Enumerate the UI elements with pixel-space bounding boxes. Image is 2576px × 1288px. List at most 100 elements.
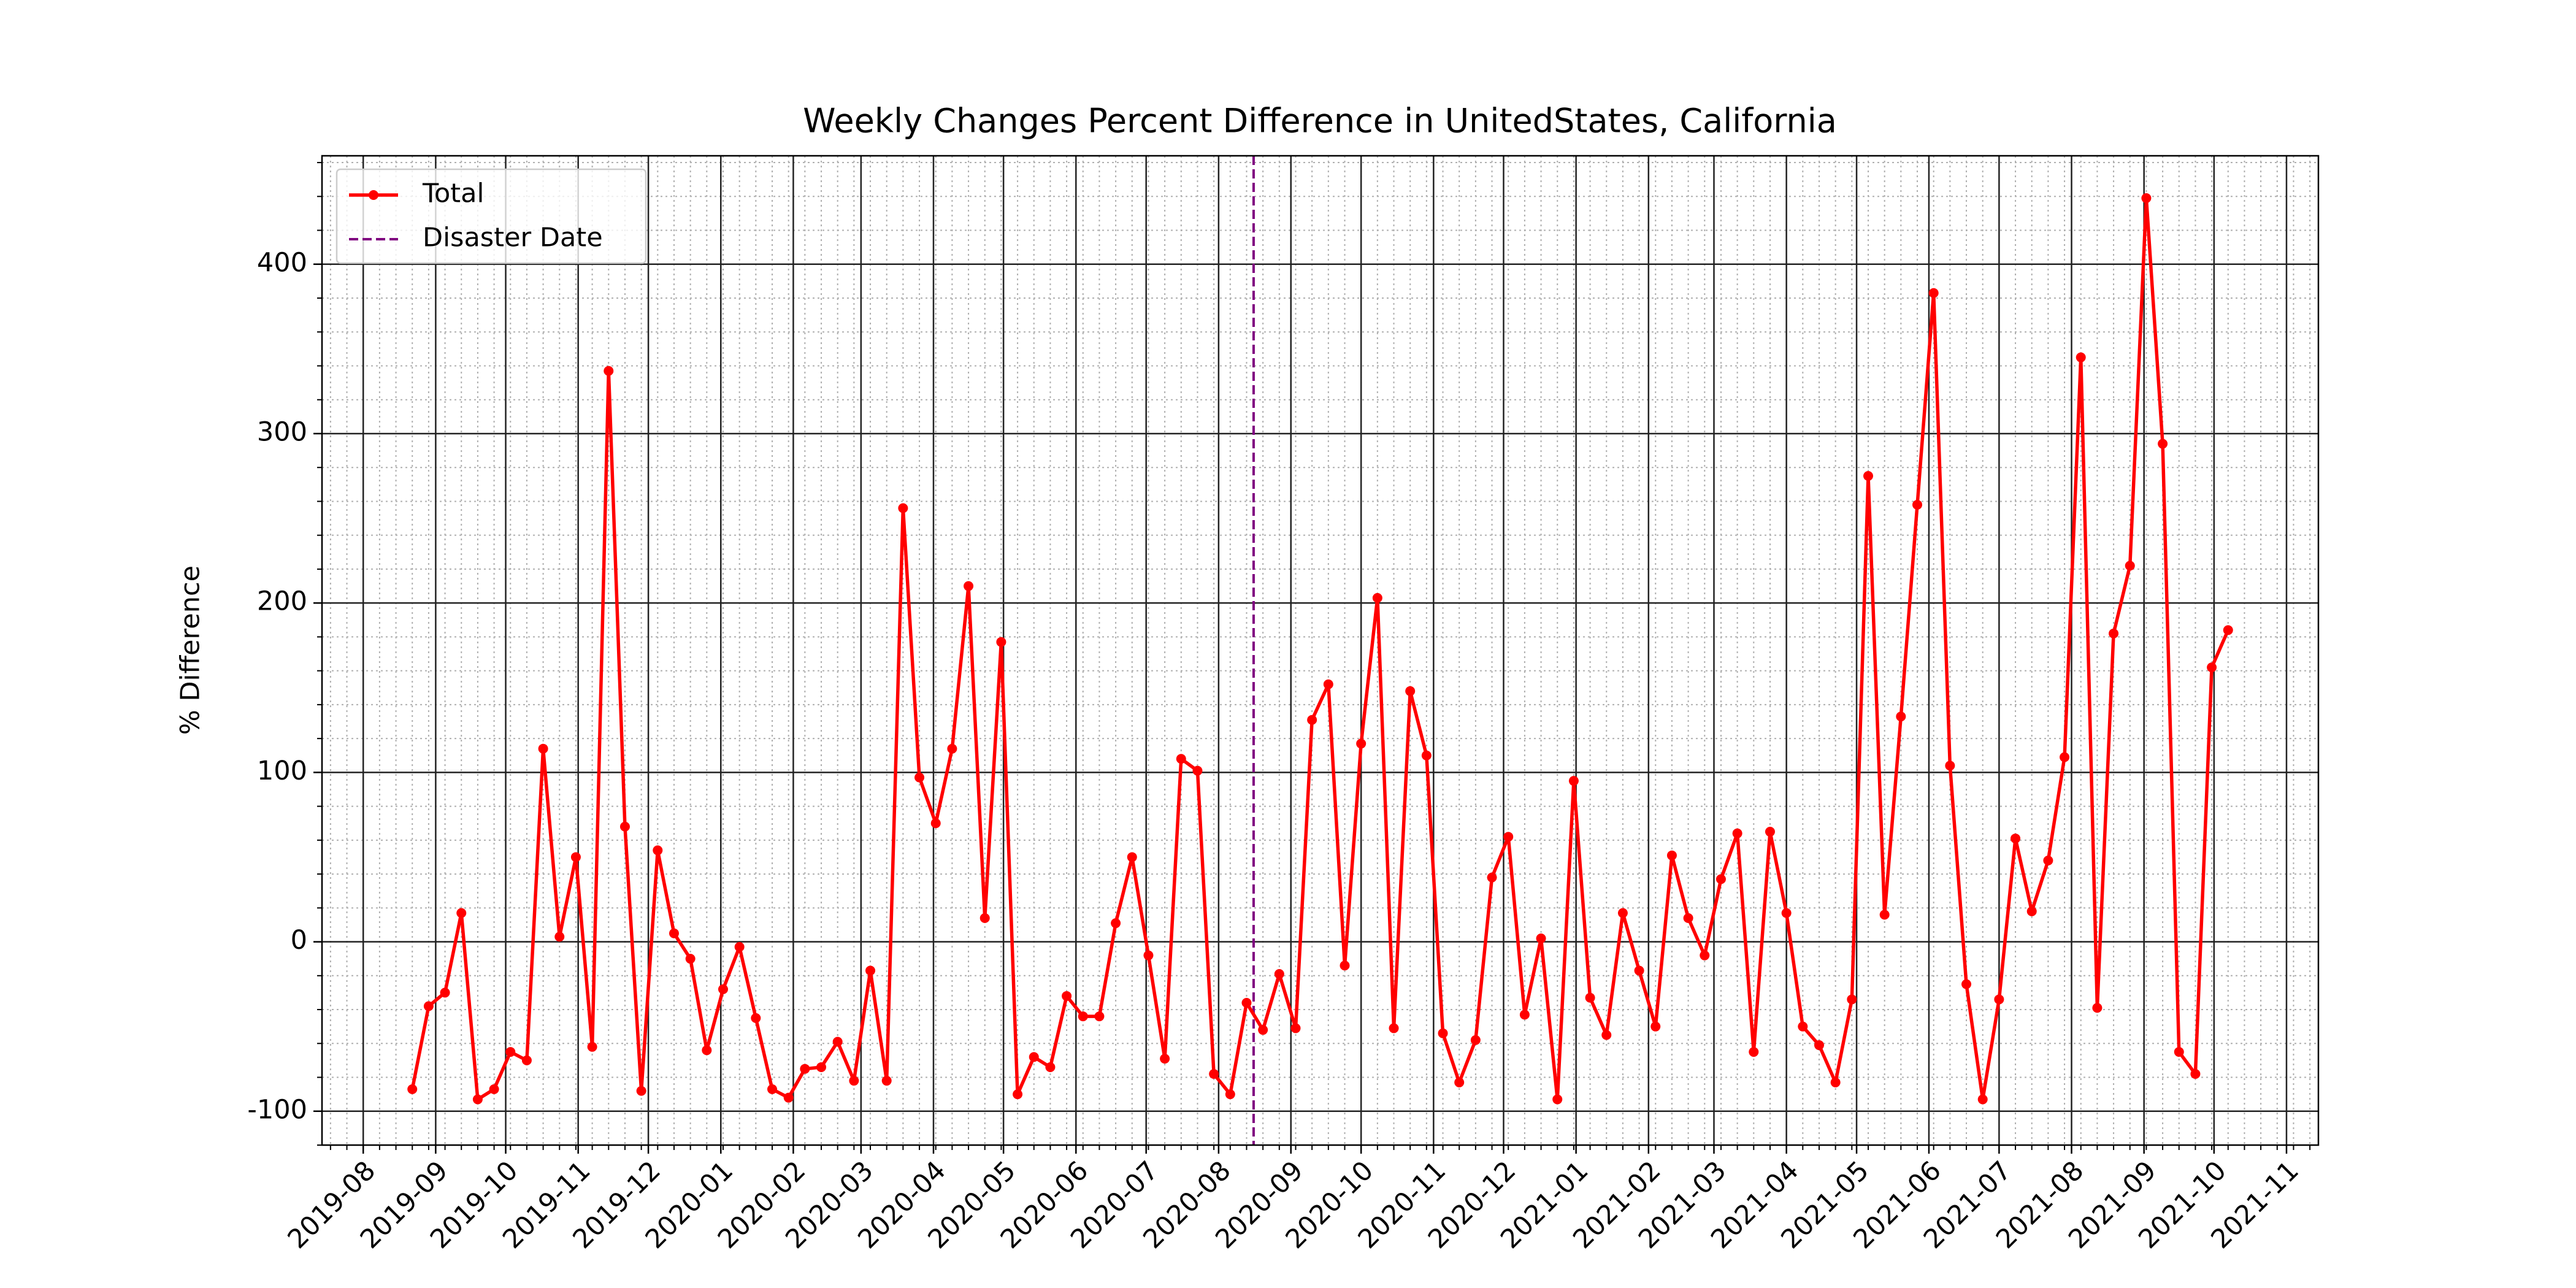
data-point <box>1160 1054 1170 1064</box>
data-point <box>2043 855 2053 865</box>
data-point <box>800 1064 810 1074</box>
data-point <box>2109 628 2119 638</box>
data-point <box>914 772 925 783</box>
data-point <box>1519 1010 1530 1020</box>
data-point <box>2174 1047 2184 1057</box>
legend-label: Total <box>422 178 484 209</box>
data-point <box>440 987 450 998</box>
data-point <box>1307 715 1317 725</box>
data-point <box>1094 1011 1105 1022</box>
data-point <box>734 941 745 952</box>
data-point <box>1683 913 1693 923</box>
data-point <box>1176 754 1186 764</box>
data-point <box>996 637 1006 647</box>
data-point <box>1225 1089 1235 1100</box>
legend-label: Disaster Date <box>423 223 603 253</box>
data-point <box>898 503 908 513</box>
data-point <box>1127 852 1137 862</box>
data-point <box>1879 910 1890 920</box>
y-tick-label: 0 <box>291 925 307 956</box>
data-point <box>979 913 990 923</box>
data-point <box>538 743 548 754</box>
data-point <box>2060 752 2070 762</box>
data-point <box>1781 908 1792 918</box>
data-point <box>1847 994 1857 1005</box>
data-point <box>964 581 974 591</box>
legend-box <box>335 168 647 264</box>
data-point <box>1798 1021 1808 1032</box>
data-point <box>1536 933 1546 944</box>
data-point <box>1356 738 1367 749</box>
data-point <box>2223 625 2233 635</box>
y-tick-label: 300 <box>257 416 307 447</box>
data-point <box>1258 1025 1268 1035</box>
data-point <box>1290 1023 1301 1033</box>
chart-title: Weekly Changes Percent Difference in Uni… <box>803 102 1837 140</box>
legend-marker <box>369 190 378 200</box>
data-point <box>702 1045 712 1056</box>
data-point <box>604 366 614 376</box>
data-point <box>849 1076 859 1086</box>
data-point <box>1601 1030 1612 1040</box>
data-point <box>1323 679 1333 689</box>
data-point <box>1372 592 1382 603</box>
data-point <box>619 821 630 832</box>
data-point <box>783 1092 794 1103</box>
data-point <box>1912 499 1923 510</box>
data-point <box>2026 906 2037 916</box>
plot-frame <box>321 155 2320 1146</box>
data-point <box>554 932 565 942</box>
data-point <box>1715 874 1726 884</box>
data-point <box>1487 872 1497 883</box>
data-point <box>1454 1077 1465 1087</box>
data-point <box>1765 827 1775 837</box>
data-point <box>1928 288 1939 298</box>
data-point <box>1700 950 1710 960</box>
data-point <box>930 818 941 829</box>
data-point <box>1389 1023 1399 1033</box>
data-point <box>1421 750 1432 761</box>
data-point <box>751 1013 761 1023</box>
data-point <box>1830 1077 1841 1087</box>
data-point <box>521 1055 532 1065</box>
data-point <box>2076 352 2086 362</box>
data-point <box>1045 1062 1056 1072</box>
data-point <box>1209 1068 1219 1079</box>
data-point <box>1078 1011 1088 1022</box>
data-point <box>1029 1052 1039 1062</box>
data-point <box>653 845 663 856</box>
data-point <box>2011 834 2021 844</box>
data-point <box>2207 662 2217 673</box>
data-point <box>1585 992 1595 1003</box>
data-point <box>2141 193 2152 204</box>
data-point <box>1634 965 1644 976</box>
data-point <box>767 1084 778 1094</box>
data-point <box>456 908 467 918</box>
data-point <box>570 852 581 862</box>
data-point <box>947 743 957 754</box>
y-tick-label: 200 <box>257 586 307 617</box>
y-tick-label: 400 <box>257 247 307 278</box>
data-point <box>1994 994 2004 1005</box>
data-point <box>1945 761 1955 771</box>
data-point <box>1977 1094 1988 1105</box>
data-point <box>1405 686 1416 696</box>
data-point <box>1961 979 1972 989</box>
data-point <box>505 1047 516 1057</box>
y-tick-label: -100 <box>247 1094 307 1125</box>
data-point <box>423 1001 434 1011</box>
data-point <box>1241 997 1252 1008</box>
y-tick-label: 100 <box>257 756 307 786</box>
data-point <box>407 1084 418 1094</box>
data-point <box>472 1094 483 1105</box>
data-point <box>587 1041 597 1052</box>
data-point <box>1438 1028 1448 1038</box>
data-point <box>718 984 728 994</box>
data-point <box>1749 1047 1759 1057</box>
data-point <box>2158 439 2168 449</box>
data-point <box>1274 969 1284 979</box>
data-point <box>636 1086 646 1096</box>
data-point <box>1192 765 1203 776</box>
data-point <box>865 965 876 976</box>
